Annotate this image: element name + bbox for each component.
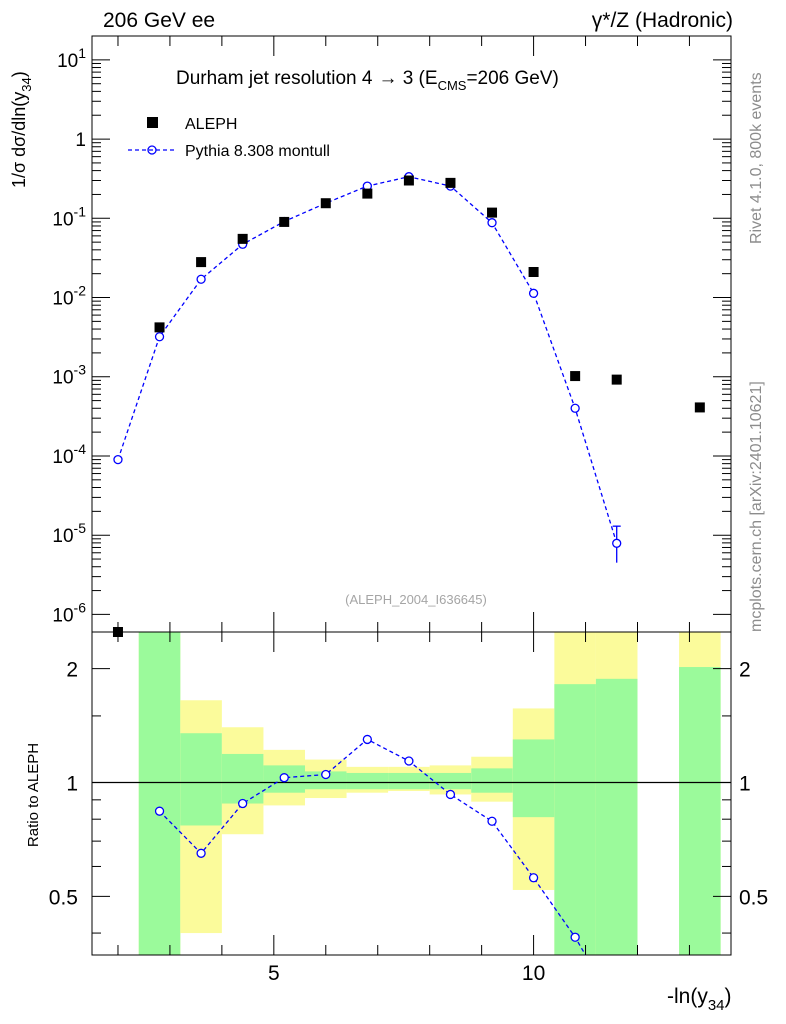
- aleph-point: [694, 402, 705, 413]
- main-data-layer: [112, 172, 705, 637]
- aleph-point: [279, 216, 290, 227]
- green-band-0: [138, 632, 181, 955]
- ratio-y-tick-label-right: 2: [739, 659, 751, 682]
- ratio-point: [487, 816, 497, 826]
- analysis-watermark: (ALEPH_2004_I636645): [345, 592, 487, 607]
- xlabel-end: ): [725, 985, 732, 1008]
- green-band-7: [429, 772, 472, 790]
- xlabel-sub: 34: [708, 997, 725, 1014]
- ratio-y-tick-label-right: 1: [739, 773, 751, 796]
- legend-mc-label: Pythia 8.308 montull: [185, 143, 330, 160]
- title-sub: CMS: [438, 78, 467, 93]
- title-arrow: →: [378, 68, 397, 89]
- main-y-tick-label: 10-5: [52, 520, 86, 547]
- ratio-y-tick-label-left: 2: [66, 659, 78, 682]
- main-y-tick-label: 10-3: [52, 362, 86, 389]
- main-y-tick-label: 10-2: [52, 283, 86, 310]
- ratio-point: [528, 873, 539, 883]
- ratio-y-tick-label-left: 0.5: [49, 886, 78, 909]
- aleph-point: [362, 188, 373, 199]
- xlabel-main: -ln(y: [667, 985, 708, 1008]
- ratio-point: [404, 756, 414, 766]
- aleph-point: [487, 207, 498, 218]
- ratio-line: [159, 738, 587, 956]
- aleph-point: [237, 233, 248, 244]
- ratio-point: [445, 789, 456, 800]
- legend-data-label: ALEPH: [185, 116, 237, 133]
- main-y-label: 1/σ dσ/dln(y34): [9, 71, 34, 188]
- ratio-y-tick-label-right: 0.5: [739, 886, 768, 909]
- ratio-point: [196, 848, 206, 858]
- aleph-point: [154, 322, 165, 333]
- header-left: 206 GeV ee: [103, 9, 215, 32]
- title-main: Durham jet resolution 4: [176, 68, 373, 89]
- main-y-tick-label: 10-1: [52, 203, 86, 230]
- header-right: γ*/Z (Hadronic): [592, 9, 733, 32]
- x-tick-label: 10: [522, 962, 545, 985]
- ratio-panel: [138, 632, 721, 955]
- ylabel-sub: 34: [19, 77, 34, 91]
- main-y-tick-label: 1: [75, 130, 86, 151]
- ratio-frame: [91, 631, 732, 956]
- mc-point: [113, 454, 123, 465]
- ratio-point: [238, 798, 248, 809]
- title-mid: 3 (E: [397, 68, 437, 89]
- legend-mc-marker: [147, 145, 157, 155]
- ratio-data-layer: [154, 734, 587, 956]
- green-band-11: [595, 678, 638, 955]
- ratio-point: [154, 806, 165, 816]
- green-band-12: [679, 667, 721, 955]
- aleph-point: [445, 177, 456, 188]
- x-axis-label: -ln(y34): [667, 985, 732, 1014]
- ratio-point: [321, 769, 331, 780]
- mcplots-label: mcplots.cern.ch [arXiv:2401.10621]: [748, 381, 765, 632]
- green-band-2: [221, 753, 264, 804]
- x-axis: 5 10: [117, 36, 690, 985]
- main-y-tick-label: 101: [57, 45, 86, 72]
- aleph-point: [570, 371, 581, 382]
- aleph-point: [403, 175, 414, 186]
- aleph-point: [528, 266, 539, 277]
- green-band-10: [554, 684, 596, 955]
- mc-point: [154, 332, 165, 342]
- mc-point: [612, 538, 622, 548]
- aleph-point: [196, 257, 207, 268]
- green-band-9: [512, 739, 555, 818]
- green-band-6: [388, 772, 430, 790]
- ratio-point: [279, 773, 289, 783]
- green-band-8: [471, 768, 513, 793]
- chart-title: Durham jet resolution 4 → 3 (ECMS=206 GeV…: [176, 68, 559, 93]
- mc-point: [487, 218, 497, 228]
- green-band-5: [346, 772, 389, 790]
- legend-data-marker: [147, 117, 158, 128]
- ratio-y-label: Ratio to ALEPH: [25, 743, 42, 847]
- main-y-axis: 101 1 10-1 10-2 10-3 10-4 10-5 10-6: [52, 35, 731, 626]
- rivet-version-label: Rivet 4.1.0, 800k events: [748, 72, 765, 244]
- aleph-point: [611, 374, 622, 385]
- ylabel-main: 1/σ dσ/dln(y: [9, 92, 29, 188]
- mc-point: [570, 403, 580, 413]
- aleph-point: [320, 198, 331, 209]
- ratio-point: [570, 932, 580, 942]
- mc-point: [528, 288, 539, 298]
- main-y-tick-label: 10-6: [52, 599, 86, 626]
- main-y-tick-label: 10-4: [52, 441, 86, 468]
- x-tick-label: 5: [268, 962, 280, 985]
- ratio-y-axis: 0.5 0.5 1 1 2 2: [49, 659, 768, 934]
- ratio-plot-border: [91, 631, 732, 956]
- green-band-1: [180, 733, 222, 826]
- title-end: =206 GeV): [466, 68, 558, 89]
- ratio-y-tick-label-left: 1: [66, 773, 78, 796]
- mc-line: [117, 176, 618, 544]
- ratio-point: [362, 734, 372, 745]
- mc-point: [196, 274, 206, 284]
- ylabel-end: ): [9, 71, 29, 77]
